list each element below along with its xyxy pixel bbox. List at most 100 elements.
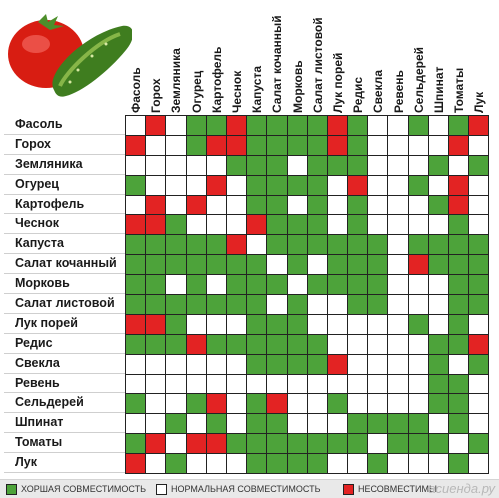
cell-good	[306, 174, 328, 196]
cell-good	[326, 154, 349, 176]
row-label: Лук	[4, 453, 125, 474]
grid-row	[124, 353, 490, 375]
column-header-label: Картофель	[209, 46, 224, 113]
cell-incompatible	[447, 194, 470, 216]
cell-normal	[185, 174, 207, 196]
cell-good	[124, 393, 147, 415]
cell-good	[286, 294, 308, 315]
column-header: Лук	[468, 7, 488, 113]
grid-row	[124, 393, 490, 415]
cell-good	[468, 353, 490, 375]
cell-good	[185, 115, 207, 136]
cell-normal	[306, 294, 328, 315]
legend: ХОРШАЯ СОВМЕСТИМОСТЬ НОРМАЛЬНАЯ СОВМЕСТИ…	[0, 479, 499, 498]
cell-normal	[367, 333, 389, 355]
cell-good	[145, 254, 167, 276]
cell-normal	[225, 194, 248, 216]
column-header: Салат кочанный	[266, 7, 286, 113]
cell-normal	[124, 373, 147, 395]
cell-normal	[286, 373, 308, 395]
row-label: Редис	[4, 334, 125, 354]
cell-normal	[347, 393, 369, 415]
cell-good	[286, 313, 308, 335]
grid-row	[124, 214, 490, 236]
cell-good	[165, 294, 187, 315]
cell-good	[185, 234, 207, 256]
cell-normal	[427, 274, 450, 296]
cell-normal	[447, 154, 470, 176]
cell-normal	[468, 373, 490, 395]
cell-normal	[225, 174, 248, 196]
row-label: Лук порей	[4, 314, 125, 334]
row-label: Салат кочанный	[4, 254, 125, 275]
cell-normal	[367, 433, 389, 455]
cell-good	[185, 254, 207, 276]
cell-incompatible	[145, 313, 167, 335]
cell-normal	[326, 373, 349, 395]
cell-good	[246, 453, 268, 475]
cell-incompatible	[205, 174, 227, 196]
cell-good	[165, 453, 187, 475]
cell-normal	[145, 393, 167, 415]
cell-good	[205, 254, 227, 276]
cell-incompatible	[326, 134, 349, 156]
cell-good	[225, 333, 248, 355]
cell-normal	[205, 373, 227, 395]
cell-normal	[468, 313, 490, 335]
cell-good	[447, 234, 470, 256]
cell-good	[205, 294, 227, 315]
cell-normal	[427, 453, 450, 475]
cell-good	[246, 115, 268, 136]
cell-good	[185, 294, 207, 315]
legend-normal-swatch	[156, 483, 167, 495]
cell-good	[447, 393, 470, 415]
cell-good	[165, 333, 187, 355]
cell-good	[266, 413, 288, 435]
cell-incompatible	[447, 134, 470, 156]
row-labels: Фасоль Горох Земляника Огурец Картофель Чесно…	[4, 115, 125, 474]
cell-normal	[347, 313, 369, 335]
cell-good	[124, 333, 147, 355]
cell-good	[246, 134, 268, 156]
cell-incompatible	[124, 214, 147, 236]
column-header-label: Свекла	[371, 69, 386, 113]
cell-good	[124, 254, 147, 276]
cell-normal	[326, 294, 349, 315]
cell-normal	[387, 274, 409, 296]
column-header: Чеснок	[226, 7, 246, 113]
cell-normal	[407, 154, 429, 176]
cell-good	[286, 254, 308, 276]
cell-good	[165, 254, 187, 276]
cell-good	[266, 234, 288, 256]
cell-good	[225, 294, 248, 315]
cell-incompatible	[145, 214, 167, 236]
cell-good	[124, 234, 147, 256]
cell-normal	[387, 115, 409, 136]
cell-good	[427, 254, 450, 276]
column-header-label: Лук порей	[331, 52, 345, 113]
cell-good	[347, 214, 369, 236]
cell-good	[165, 413, 187, 435]
cell-good	[347, 194, 369, 216]
cell-normal	[387, 393, 409, 415]
legend-good-label: ХОРШАЯ СОВМЕСТИМОСТЬ	[21, 484, 147, 494]
cell-good	[205, 234, 227, 256]
grid-row	[124, 134, 490, 156]
cell-good	[286, 214, 308, 236]
cell-normal	[387, 353, 409, 375]
cell-normal	[468, 393, 490, 415]
column-header-label: Салат кочанный	[270, 15, 285, 113]
cell-good	[266, 174, 288, 196]
cell-good	[347, 294, 369, 315]
cell-normal	[205, 214, 227, 236]
cell-incompatible	[225, 234, 248, 256]
cell-good	[306, 433, 328, 455]
cell-normal	[145, 174, 167, 196]
column-header-label: Шпинат	[432, 66, 446, 113]
cell-normal	[306, 393, 328, 415]
column-header-label: Редис	[351, 76, 366, 113]
column-header: Томаты	[448, 7, 468, 113]
row-label: Томаты	[4, 433, 125, 454]
column-headers: Фасоль Горох Земляника Огурец Картофель Чесно…	[125, 4, 489, 115]
cell-normal	[225, 214, 248, 236]
